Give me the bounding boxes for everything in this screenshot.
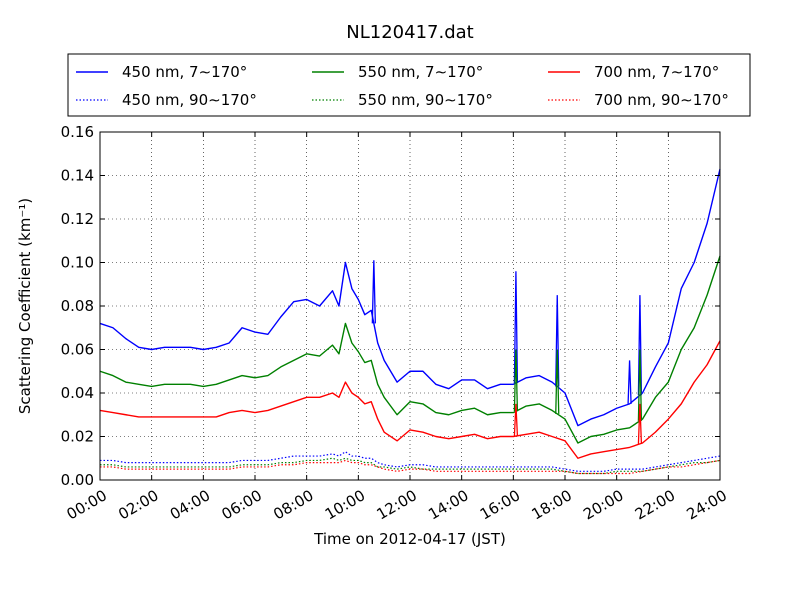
legend-label: 550 nm, 7∼170° xyxy=(358,63,483,81)
series-spike xyxy=(627,360,632,404)
series-line-0 xyxy=(99,168,721,427)
series-line-3 xyxy=(100,451,721,472)
legend-label: 450 nm, 90∼170° xyxy=(122,91,257,109)
series-spike xyxy=(513,271,519,384)
series-line-5 xyxy=(100,459,721,475)
legend-label: 700 nm, 7∼170° xyxy=(594,63,719,81)
legend-label: 700 nm, 90∼170° xyxy=(594,91,729,109)
y-tick-label: 0.12 xyxy=(61,210,94,228)
series-spike xyxy=(513,403,519,437)
y-axis-label: Scattering Coefficient (km⁻¹) xyxy=(16,198,34,414)
y-tick-label: 0.00 xyxy=(61,471,94,489)
series-layer xyxy=(99,168,721,475)
series-line-2 xyxy=(99,340,721,459)
legend-box xyxy=(67,53,751,117)
series-spike xyxy=(637,295,643,396)
series-line-4 xyxy=(100,457,721,475)
series-spike xyxy=(371,260,376,324)
series-spike xyxy=(555,349,560,414)
y-tick-label: 0.14 xyxy=(61,167,94,185)
y-tick-label: 0.02 xyxy=(61,428,94,446)
series-line-1 xyxy=(99,255,721,444)
series-spike xyxy=(637,403,643,444)
legend: 450 nm, 7∼170° 550 nm, 7∼170° 700 nm, 7∼17… xyxy=(67,53,751,117)
y-tick-label: 0.04 xyxy=(61,384,94,402)
x-axis-label: Time on 2012-04-17 (JST) xyxy=(313,530,506,548)
chart-title: NL120417.dat xyxy=(346,22,473,43)
series-spike xyxy=(637,349,643,421)
legend-label: 450 nm, 7∼170° xyxy=(122,63,247,81)
y-tick-label: 0.06 xyxy=(61,341,94,359)
grid xyxy=(100,132,720,480)
series-spike xyxy=(513,349,519,412)
y-tick-label: 0.16 xyxy=(61,123,94,141)
legend-label: 550 nm, 90∼170° xyxy=(358,91,493,109)
y-tick-label: 0.08 xyxy=(61,297,94,315)
y-tick-label: 0.10 xyxy=(61,254,94,272)
series-spike xyxy=(555,295,560,387)
